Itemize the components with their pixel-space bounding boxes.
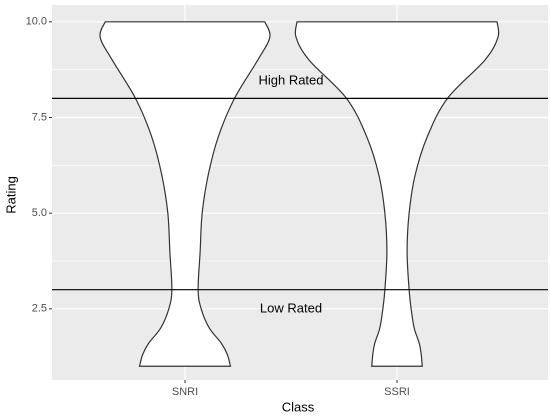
y-tick-label: 10.0 (26, 16, 47, 28)
y-tick-label: 2.5 (32, 303, 47, 315)
y-tick-label: 5.0 (32, 207, 47, 219)
violin (99, 21, 271, 367)
violin (294, 21, 500, 367)
x-axis-title: Class (282, 399, 315, 414)
y-axis-title: Rating (3, 176, 18, 214)
x-tick-label: SNRI (172, 386, 198, 398)
annotation: Low Rated (260, 300, 322, 315)
annotation: High Rated (258, 73, 323, 88)
x-tick-label: SSRI (384, 386, 410, 398)
y-tick-label: 7.5 (32, 111, 47, 123)
